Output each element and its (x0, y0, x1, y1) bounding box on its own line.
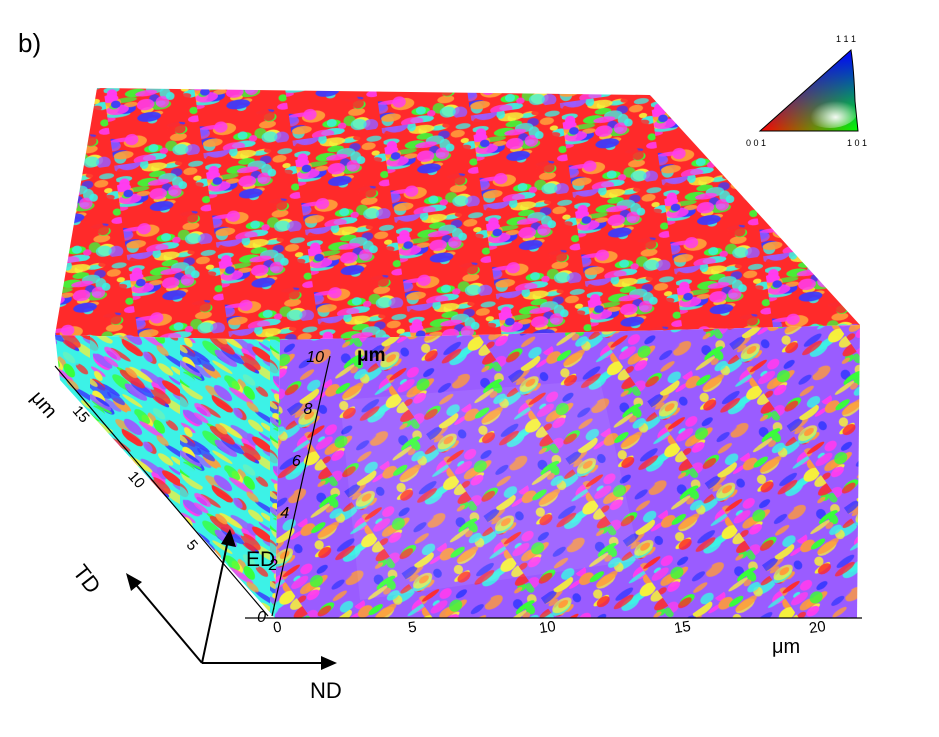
cube-front-highlight (340, 380, 640, 600)
horizontal-axis-tick-label: 10 (538, 618, 557, 637)
ed-arrowhead (221, 529, 236, 547)
depth-axis-unit: μm (26, 387, 61, 423)
depth-axis-tick-label: 5 (183, 537, 201, 554)
ipf-label-001: 0 0 1 (746, 138, 766, 148)
horizontal-axis-tick-label: 5 (407, 619, 418, 637)
vertical-axis-tick-label: 6 (292, 453, 301, 470)
ipf-color-key: 1 1 1 0 0 1 1 0 1 (746, 34, 867, 148)
horizontal-axis-tick-label: 20 (808, 618, 827, 637)
td-arrowhead (126, 573, 142, 591)
nd-label: ND (310, 678, 342, 703)
horizontal-axis-tick-label: 0 (272, 619, 283, 637)
vertical-axis-tick-label: 4 (280, 505, 289, 522)
ed-label: ED (246, 548, 275, 571)
cube-left-face (55, 335, 280, 618)
cube-front-face (275, 325, 860, 618)
vertical-axis-tick-label: 10 (306, 349, 324, 366)
nd-arrowhead (321, 656, 337, 670)
horizontal-axis-tick-label: 15 (673, 618, 692, 637)
ipf-label-101: 1 0 1 (847, 138, 867, 148)
cube-top-face (55, 88, 860, 340)
vertical-axis-tick-label: 8 (303, 401, 312, 418)
vertical-axis-unit: μm (357, 345, 386, 366)
ipf-label-111: 1 1 1 (836, 34, 856, 44)
horizontal-axis-unit: μm (772, 636, 800, 658)
td-label: TD (68, 560, 106, 599)
horizontal-axis: 0 5 10 15 20 μm (245, 617, 862, 658)
panel-label: b) (18, 28, 42, 58)
vertical-axis-tick-label: 2 (268, 557, 278, 574)
